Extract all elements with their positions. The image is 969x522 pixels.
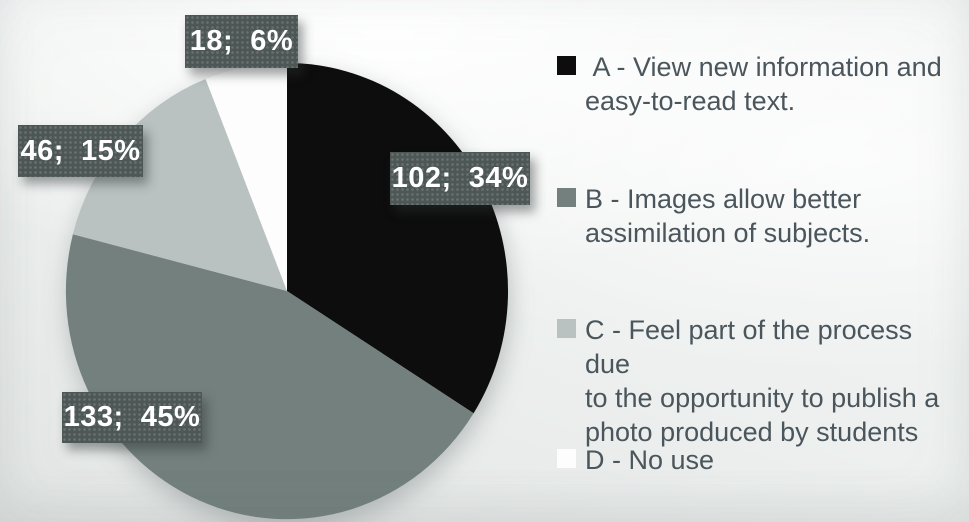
legend-item-b: B - Images allow better assimilation of … — [557, 182, 957, 250]
callout-slice-c: 46; 15% — [18, 125, 143, 177]
pie-slice-a — [287, 63, 509, 414]
pie-slice-d — [205, 62, 287, 292]
legend-label-d: D - No use — [585, 445, 715, 475]
legend-item-d: D - No use — [557, 443, 957, 477]
callout-slice-a: 102; 34% — [390, 152, 530, 205]
legend-item-c: C - Feel part of the process due to the … — [557, 313, 957, 449]
legend-marker-d-icon — [557, 449, 576, 468]
callout-slice-b: 133; 45% — [62, 392, 202, 443]
legend-marker-b-icon — [557, 188, 576, 207]
legend-label-a: A - View new information and easy-to-rea… — [585, 52, 942, 116]
legend: A - View new information and easy-to-rea… — [557, 50, 957, 510]
legend-label-b: B - Images allow better assimilation of … — [585, 184, 871, 248]
callout-slice-d: 18; 6% — [185, 15, 298, 68]
pie-slice-b — [65, 234, 474, 520]
pie-slice-c — [72, 79, 288, 291]
legend-item-a: A - View new information and easy-to-rea… — [557, 50, 957, 118]
legend-marker-a-icon — [557, 56, 576, 75]
legend-marker-c-icon — [557, 319, 576, 338]
legend-label-c: C - Feel part of the process due to the … — [585, 315, 940, 447]
